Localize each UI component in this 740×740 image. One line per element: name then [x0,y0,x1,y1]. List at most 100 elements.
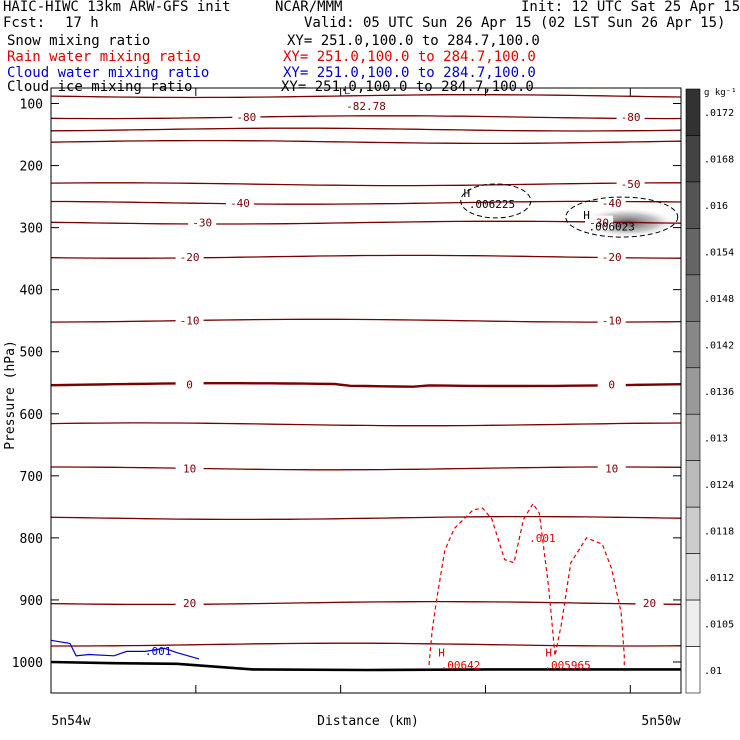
isotherm-label: 10 [605,462,618,475]
field-cloudwater-xy: XY= 251.0,100.0 to 284.7,100.0 [283,65,536,81]
isotherm-label-bg [188,215,217,230]
isotherm-line [50,182,681,187]
isotherm-label-bg [226,195,254,210]
colorbar-label: .0172 [704,108,734,119]
isotherm-label: 20 [643,597,656,610]
contour-annotation: .00642 [441,659,481,672]
colorbar-label: .0105 [704,619,734,630]
isotherm-line [50,600,682,606]
isotherm-line [51,642,682,647]
colorbar-unit: g kg⁻¹ [704,88,737,98]
isotherm-label: 10 [183,462,196,475]
field-rain-xy: XY= 251.0,100.0 to 284.7,100.0 [283,49,536,65]
contour-annotation: L [344,84,351,97]
colorbar-box [685,274,701,322]
isotherm-label: -40 [602,197,622,210]
isotherm-line [51,200,682,205]
rain-contour [428,502,625,669]
forecast-label: Fcst: [3,15,46,31]
contour-annotation: .005965 [544,659,590,672]
isotherm-label: 0 [186,379,193,392]
colorbar-label: .0136 [704,387,734,398]
isotherm-line [50,382,682,388]
model-title: HAIC-HIWC 13km ARW-GFS init [3,0,231,15]
colorbar-label: .0154 [704,248,734,259]
plot-frame [50,87,682,694]
isotherm-line [50,115,682,120]
y-axis-label: Pressure (hPa) [3,340,18,450]
field-snow-xy: XY= 251.0,100.0 to 284.7,100.0 [287,33,540,49]
isotherm-label-bg [597,249,626,264]
colorbar-label: .0142 [704,341,734,352]
colorbar-box [685,646,701,694]
field-snow-name: Snow mixing ratio [7,33,151,49]
colorbar-box [685,460,701,508]
x-tick-label: 5n50w [641,714,680,729]
isotherm-line [50,139,682,145]
isotherm-label-bg [635,596,664,611]
colorbar-label: .0112 [704,573,734,584]
isotherm-label-bg [175,377,204,392]
isotherm-line [50,422,682,427]
contour-annotation: .001 [529,532,556,545]
isotherm-label-bg [597,195,626,210]
forecast-hour: 17 h [65,15,99,31]
colorbar-box [685,135,701,183]
y-tick-label: 1000 [12,656,43,671]
isotherm-line [50,94,682,99]
colorbar-box [685,413,701,461]
isotherm-line [50,318,682,323]
colorbar-box [685,321,701,369]
colorbar-box [685,88,701,136]
field-cloudwater-name: Cloud water mixing ratio [7,65,210,81]
isotherm-label-bg [597,461,626,476]
contour-annotation: H [545,647,552,660]
y-tick-label: 600 [20,408,43,423]
contour-annotation: H [583,209,590,222]
x-tick-label: 5n54w [51,714,90,729]
isotherm-label: 20 [183,597,196,610]
contour-annotation: H [438,647,445,660]
y-tick-label: 400 [20,284,43,299]
y-tick-label: 800 [20,532,43,547]
isotherm-line [51,466,682,471]
colorbar-label: .0118 [704,526,734,537]
y-tick-label: 900 [20,594,43,609]
y-tick-label: 700 [20,470,43,485]
colorbar-label: .013 [704,433,728,444]
x-axis-label: Distance (km) [317,714,419,729]
y-tick-label: 200 [20,160,43,175]
isotherm-label-bg [175,249,204,264]
field-ice-name: Cloud ice mixing ratio [7,79,193,95]
colorbar-box [685,228,701,276]
org-label: NCAR/MMM [275,0,343,15]
snow-contour [460,183,532,219]
init-time: Init: 12 UTC Sat 25 Apr 15 [521,0,740,15]
isotherm-label-bg [597,313,626,328]
isotherm-label: 0 [608,379,615,392]
isotherm-label-bg [175,596,204,611]
colorbar-label: .01 [704,666,722,677]
colorbar-box [685,181,701,229]
colorbar-box [685,553,701,601]
isotherm-label: -30 [589,217,609,230]
contour-annotation: H [463,187,470,200]
isotherm-line [50,220,682,225]
isotherm-label-bg [616,177,645,192]
cloud-water-contour [50,639,200,660]
field-ice-xy: XY= 251.0,100.0 to 284.7,100.0 [281,79,534,95]
isotherm-label-bg [232,110,261,125]
isotherm-label: -40 [230,197,250,210]
colorbar-label: .016 [704,201,728,212]
contour-annotation: -82.78 [346,100,386,113]
isotherm-label-bg [175,461,204,476]
isotherm-label-bg [616,110,645,125]
isotherm-label: -20 [602,251,622,264]
field-rain-name: Rain water mixing ratio [7,49,201,65]
isotherm-line [50,127,682,132]
isotherm-label: -80 [621,111,641,124]
isotherm-label: -10 [180,315,200,328]
contour-annotation: .006225 [469,198,515,211]
isotherm-label: -20 [180,251,200,264]
